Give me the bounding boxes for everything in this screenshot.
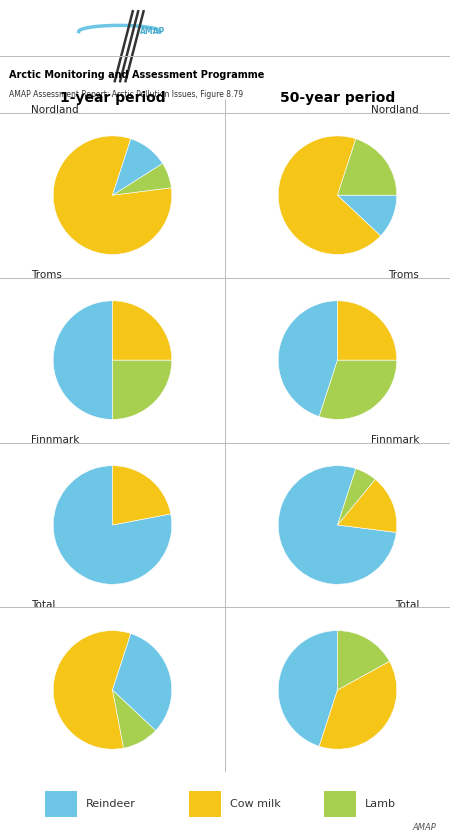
Text: AMAP: AMAP — [413, 822, 436, 832]
Wedge shape — [278, 466, 396, 584]
Wedge shape — [338, 301, 397, 360]
Text: AMAP: AMAP — [140, 27, 165, 36]
Wedge shape — [112, 690, 156, 748]
Wedge shape — [338, 195, 397, 235]
Wedge shape — [278, 301, 338, 417]
Bar — [189, 792, 220, 817]
Bar — [324, 792, 356, 817]
Text: AMAP Assessment Report: Arctic Pollution Issues, Figure 8.79: AMAP Assessment Report: Arctic Pollution… — [9, 90, 243, 99]
Text: 1-year period: 1-year period — [60, 91, 165, 105]
Bar — [45, 792, 76, 817]
Wedge shape — [338, 479, 397, 533]
Text: Nordland: Nordland — [371, 105, 419, 115]
Wedge shape — [112, 139, 162, 195]
Wedge shape — [112, 360, 172, 419]
Wedge shape — [278, 630, 338, 746]
Wedge shape — [112, 466, 171, 525]
Text: Nordland: Nordland — [31, 105, 79, 115]
Text: Total: Total — [31, 600, 55, 610]
Wedge shape — [338, 468, 375, 525]
Wedge shape — [53, 301, 112, 419]
Wedge shape — [338, 630, 389, 690]
Text: Cow milk: Cow milk — [230, 799, 280, 808]
Wedge shape — [53, 630, 131, 749]
Text: Total: Total — [395, 600, 419, 610]
Text: Reindeer: Reindeer — [86, 799, 135, 808]
Wedge shape — [112, 164, 171, 195]
Text: Arctic Monitoring and Assessment Programme: Arctic Monitoring and Assessment Program… — [9, 70, 265, 80]
Wedge shape — [319, 360, 397, 419]
Wedge shape — [112, 301, 172, 360]
Wedge shape — [53, 136, 172, 255]
Text: Lamb: Lamb — [364, 799, 396, 808]
Wedge shape — [278, 136, 381, 255]
Text: Troms: Troms — [31, 270, 62, 280]
Text: 50-year period: 50-year period — [280, 91, 395, 105]
Wedge shape — [53, 466, 172, 584]
Wedge shape — [112, 634, 172, 731]
Wedge shape — [319, 661, 397, 749]
Text: Finnmark: Finnmark — [31, 435, 79, 445]
Text: Troms: Troms — [388, 270, 419, 280]
Wedge shape — [338, 139, 397, 195]
Text: Finnmark: Finnmark — [371, 435, 419, 445]
